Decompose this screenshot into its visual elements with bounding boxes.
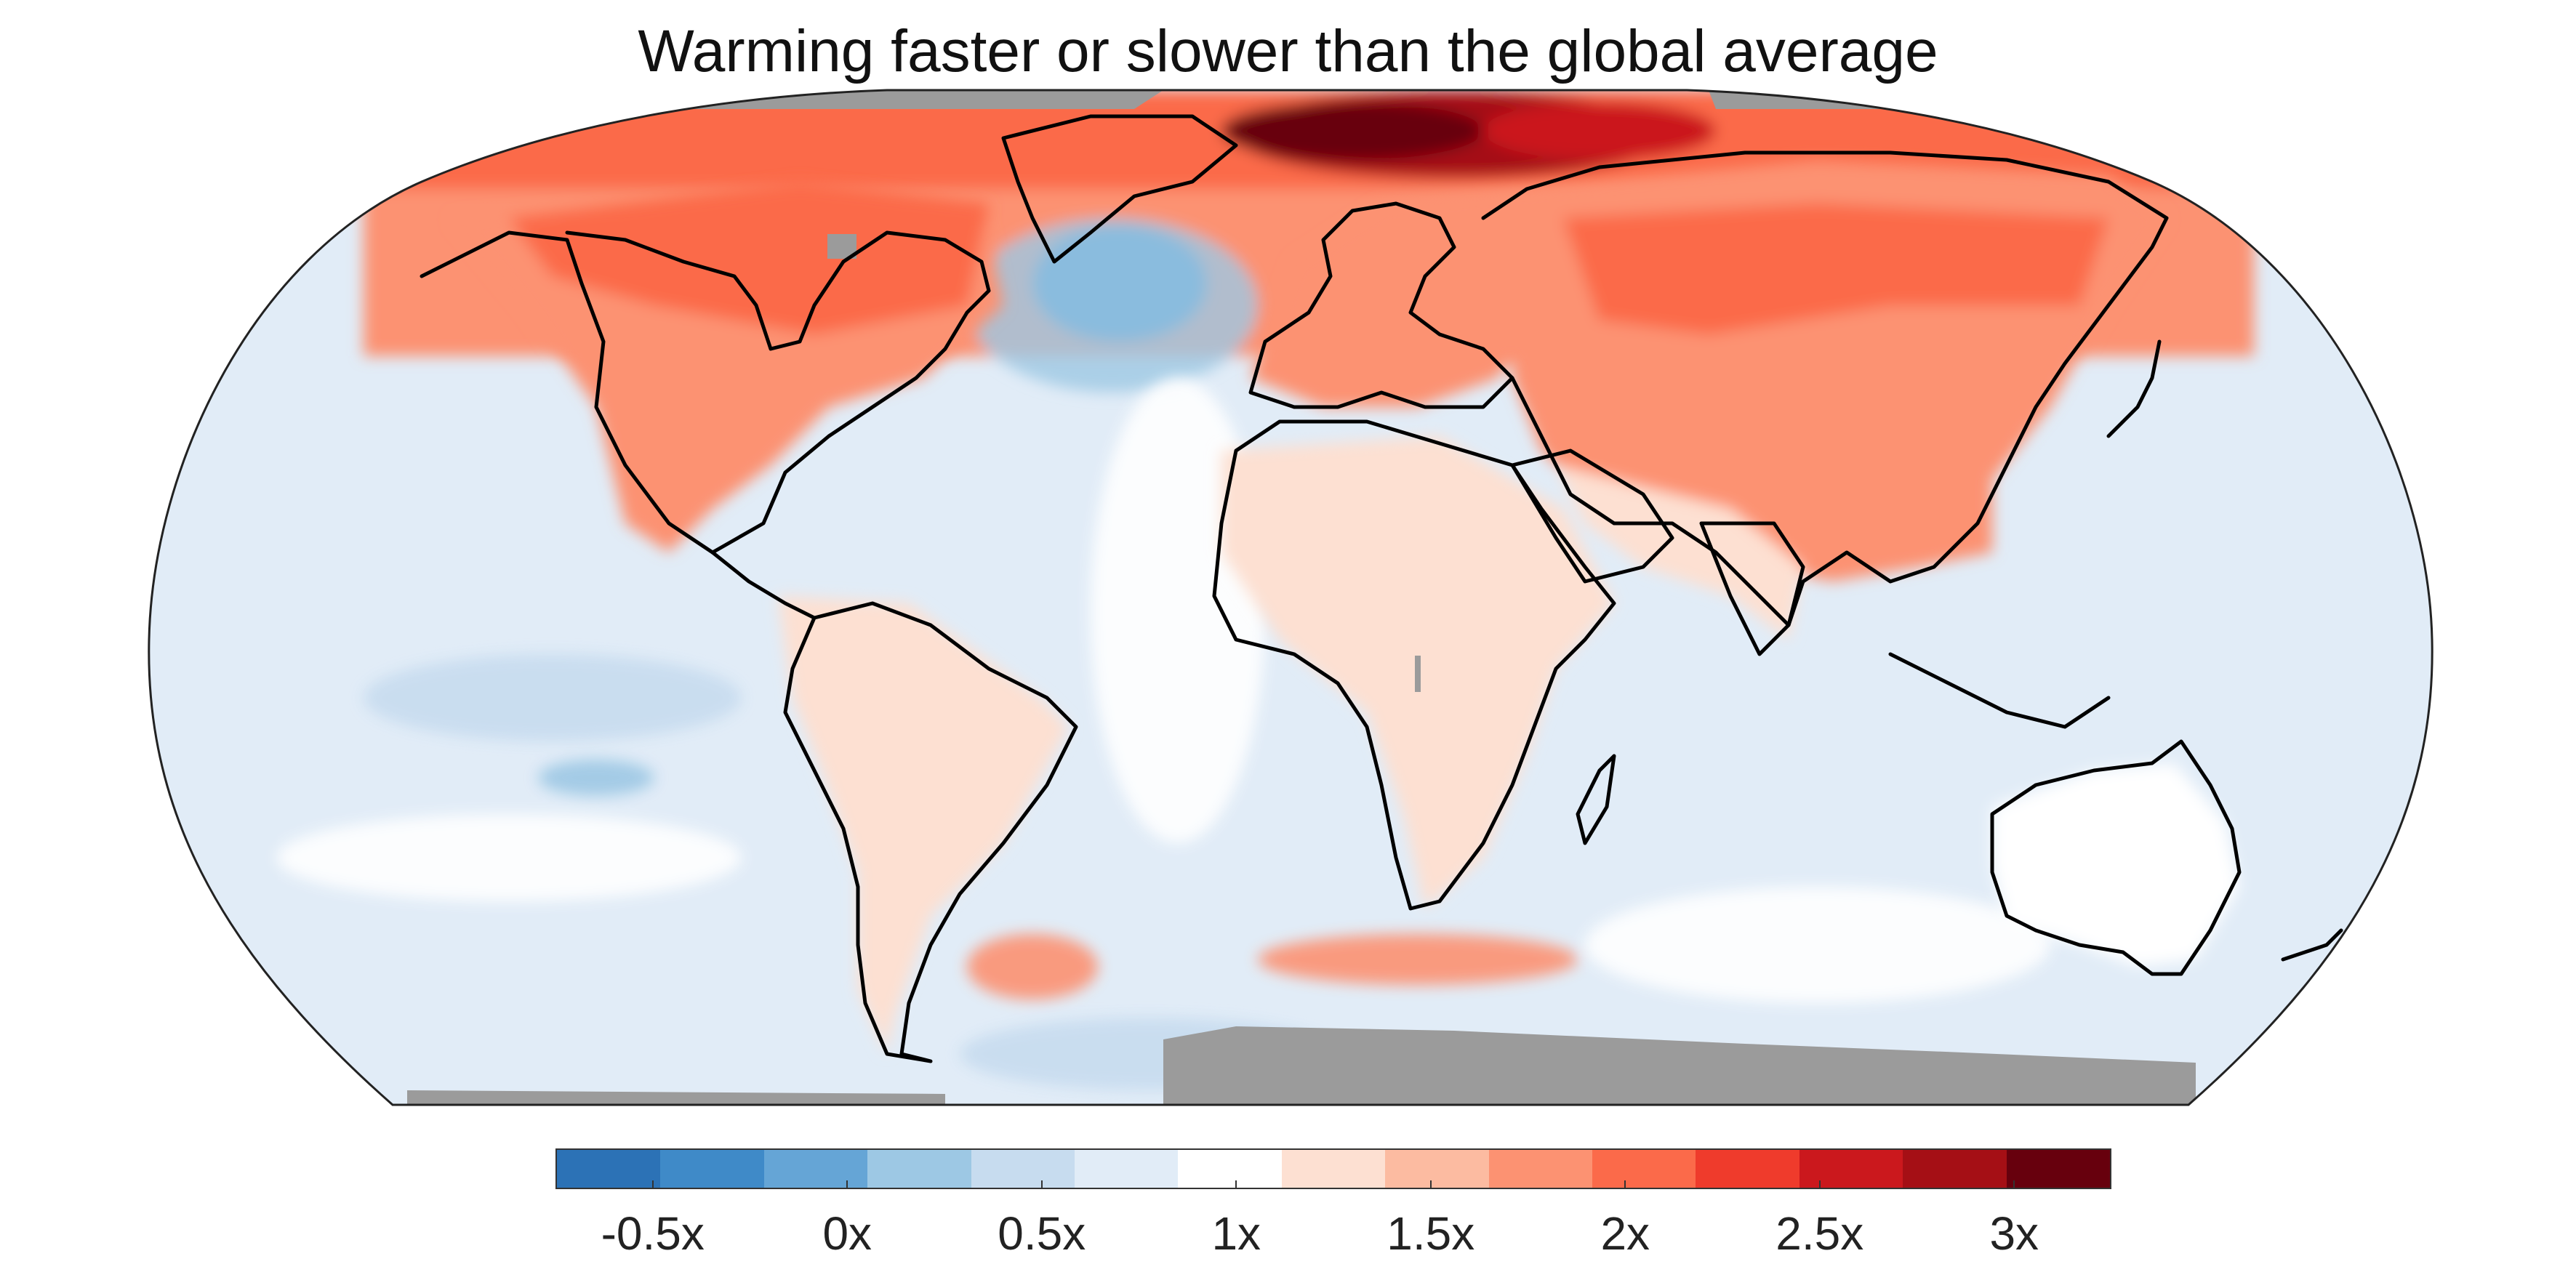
missing-antarctica-data <box>1163 1026 2196 1105</box>
colorbar <box>555 1148 2111 1189</box>
colorbar-tick-label: 1.5x <box>1387 1207 1475 1260</box>
colorbar-tick <box>1040 1180 1043 1189</box>
colorbar-tick <box>1624 1180 1626 1189</box>
colorbar-segment <box>1281 1150 1386 1188</box>
colorbar-segment <box>1178 1150 1282 1188</box>
colorbar-tick-label: 1x <box>1211 1207 1261 1260</box>
map-title: Warming faster or slower than the global… <box>638 18 1938 84</box>
colorbar-tick-label: 0.5x <box>998 1207 1086 1260</box>
colorbar-segment <box>660 1150 764 1188</box>
pacific-cool-patch <box>538 760 654 796</box>
south-pacific-neutral-zone <box>276 814 742 901</box>
colorbar-segment <box>1075 1150 1179 1188</box>
africa-coastline <box>1212 419 1616 911</box>
siberia-warming <box>1563 204 2108 334</box>
colorbar-tick-label: -0.5x <box>601 1207 705 1260</box>
colorbar-tick-label: 3x <box>1989 1207 2039 1260</box>
japan-coastline <box>2106 339 2162 438</box>
colorbar-segment <box>1488 1150 1593 1188</box>
greenland-coastline <box>1001 114 1238 264</box>
canada-warming <box>509 182 989 334</box>
map-frame <box>148 89 2433 1106</box>
colorbar-segment <box>1696 1150 1799 1188</box>
missing-antarctica-data-west <box>407 1090 945 1105</box>
colorbar-tick <box>1818 1180 1821 1189</box>
arabia-coastline <box>1510 448 1674 584</box>
colorbar-tick <box>1235 1180 1237 1189</box>
north-america-coastline <box>420 230 991 555</box>
central-america-coastline <box>710 550 816 620</box>
colorbar-segment <box>763 1150 868 1188</box>
south-atlantic-warm-patch <box>967 934 1098 999</box>
colorbar-tick <box>846 1180 848 1189</box>
colorbar-tick <box>1429 1180 1432 1189</box>
maritime-se-asia-coastline <box>1888 652 2111 729</box>
colorbar-tick-label: 2x <box>1600 1207 1650 1260</box>
missing-lake-victoria-data <box>1415 656 1421 692</box>
australia-neutral <box>1992 763 2239 967</box>
colorbar-tick-label: 2.5x <box>1775 1207 1864 1260</box>
colorbar-tick-label: 0x <box>822 1207 872 1260</box>
kara-sea-hotspot <box>1221 102 1483 160</box>
south-america-warming <box>778 596 1069 1054</box>
new-zealand-coastline <box>2281 928 2343 962</box>
siberia-arctic-hotspot <box>1483 102 1716 160</box>
europe-coastline <box>1248 201 1514 409</box>
colorbar-segment <box>557 1150 661 1188</box>
colorbar-segment <box>1799 1150 1903 1188</box>
colorbar-tick <box>651 1180 654 1189</box>
colorbar-segment <box>867 1150 971 1188</box>
colorbar-segment <box>1592 1150 1696 1188</box>
asia-coastline <box>1481 150 2169 627</box>
india-coastline <box>1699 521 1805 656</box>
tropical-pacific-cool-zone <box>364 654 742 741</box>
north-atlantic-cool-halo <box>967 218 1258 393</box>
south-america-coastline <box>783 601 1078 1063</box>
colorbar-tick <box>2013 1180 2015 1189</box>
coastlines <box>420 114 2343 1063</box>
southern-ocean-warm-patch <box>1258 934 1578 985</box>
madagascar-coastline <box>1576 754 1616 845</box>
colorbar-segment <box>971 1150 1075 1188</box>
colorbar-segment <box>2006 1150 2111 1188</box>
indian-ocean-neutral-zone <box>1585 887 2050 1003</box>
colorbar-segment <box>1903 1150 2007 1188</box>
colorbar-segment <box>1385 1150 1489 1188</box>
south-asia-warming <box>1556 465 1803 640</box>
australia-coastline <box>1990 739 2242 976</box>
